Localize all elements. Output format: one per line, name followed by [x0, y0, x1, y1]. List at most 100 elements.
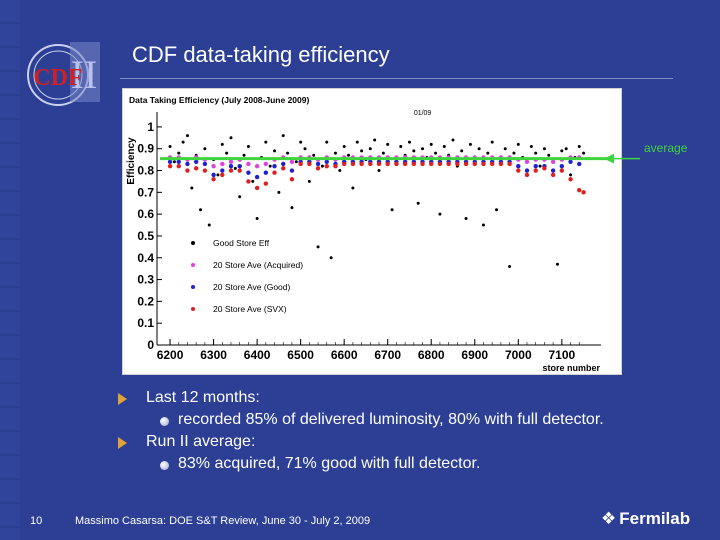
series-point-3: [185, 168, 190, 173]
series-point-1: [307, 155, 312, 160]
series-point-1: [202, 157, 208, 162]
x-tick-label: 6300: [200, 348, 227, 362]
legend-label: 20 Store Ave (Acquired): [213, 260, 303, 270]
series-point-0: [577, 145, 581, 149]
series-point-0: [464, 217, 468, 221]
series-point-1: [455, 155, 460, 160]
y-tick-label: 0.4: [137, 251, 154, 265]
series-point-1: [568, 155, 573, 160]
series-point-0: [486, 151, 490, 155]
series-point-1: [437, 155, 443, 160]
y-tick-label: 0.2: [137, 294, 154, 308]
series-point-3: [394, 161, 399, 167]
series-point-1: [324, 155, 329, 160]
series-point-0: [242, 153, 246, 157]
series-point-2: [220, 168, 225, 173]
series-point-3: [254, 185, 260, 191]
series-point-2: [185, 161, 190, 167]
series-point-1: [315, 157, 321, 162]
series-point-0: [364, 158, 368, 162]
series-point-1: [368, 155, 373, 160]
series-point-0: [547, 153, 551, 157]
legend-marker: [191, 307, 195, 311]
series-point-0: [490, 140, 494, 144]
series-point-1: [481, 155, 486, 160]
series-point-0: [303, 147, 307, 151]
series-point-2: [559, 163, 565, 169]
y-tick-label: 0.8: [137, 164, 154, 178]
series-point-1: [542, 157, 547, 162]
bullet-arrow-icon: [118, 393, 127, 405]
series-point-1: [411, 155, 417, 160]
series-point-2: [568, 159, 573, 164]
series-point-3: [315, 166, 321, 171]
series-point-3: [376, 161, 382, 167]
series-point-3: [333, 163, 338, 169]
series-point-1: [507, 155, 512, 160]
series-point-0: [495, 208, 499, 212]
series-point-2: [202, 161, 208, 167]
legend-marker: [191, 263, 195, 267]
series-point-3: [385, 161, 390, 167]
series-point-3: [507, 161, 512, 167]
series-point-3: [455, 161, 460, 167]
cdf-logo: II CDF: [27, 42, 100, 106]
series-point-0: [521, 155, 525, 159]
legend-label: Good Store Eff: [213, 238, 270, 248]
series-point-0: [246, 145, 250, 149]
series-point-0: [503, 147, 507, 151]
sub-bullet-dot-icon: [160, 417, 169, 426]
x-tick-label: 6200: [157, 348, 184, 362]
series-point-3: [481, 161, 486, 167]
average-label: average: [644, 141, 688, 155]
efficiency-chart: Data Taking Efficiency (July 2008-June 2…: [122, 88, 622, 375]
series-point-0: [538, 164, 542, 168]
series-point-0: [333, 151, 337, 155]
series-point-0: [360, 149, 364, 153]
series-point-1: [350, 155, 356, 160]
series-point-0: [172, 160, 176, 164]
series-point-0: [386, 142, 390, 146]
series-point-0: [451, 138, 455, 142]
series-point-0: [442, 145, 446, 149]
series-point-3: [437, 161, 443, 167]
series-point-3: [341, 161, 347, 167]
series-point-0: [307, 179, 311, 183]
series-point-0: [351, 186, 355, 190]
series-point-0: [534, 151, 538, 155]
legend-marker: [191, 285, 195, 289]
page-number: 10: [30, 515, 43, 527]
sub-bullet-acquired: 83% acquired, 71% good with full detecto…: [118, 454, 678, 474]
series-point-1: [281, 155, 286, 160]
title-divider: [120, 78, 673, 79]
series-point-3: [568, 177, 573, 182]
series-point-1: [359, 155, 364, 160]
series-point-1: [420, 155, 425, 160]
series-point-3: [489, 161, 495, 167]
series-point-0: [512, 151, 516, 155]
series-point-2: [246, 170, 251, 175]
series-point-0: [407, 140, 411, 144]
series-point-3: [429, 161, 434, 167]
bullet-text: Last 12 months:: [146, 389, 260, 406]
series-point-0: [468, 142, 472, 146]
series-point-1: [402, 155, 408, 160]
slide-title: CDF data-taking efficiency: [132, 42, 390, 67]
series-point-3: [307, 161, 312, 167]
bullet-run-ii-average: Run II average:: [118, 432, 678, 452]
series-point-0: [381, 151, 385, 155]
series-point-3: [368, 161, 373, 167]
series-point-3: [350, 161, 356, 167]
series-point-3: [202, 168, 208, 173]
series-point-0: [347, 153, 351, 157]
series-point-0: [425, 155, 429, 159]
x-tick-label: 6700: [374, 348, 401, 362]
series-point-1: [298, 155, 303, 160]
series-point-0: [281, 134, 285, 138]
series-point-1: [463, 155, 469, 160]
series-point-1: [550, 159, 556, 164]
series-point-2: [272, 163, 277, 169]
legend-marker: [191, 241, 195, 245]
series-point-2: [211, 172, 216, 178]
series-point-0: [259, 155, 263, 159]
